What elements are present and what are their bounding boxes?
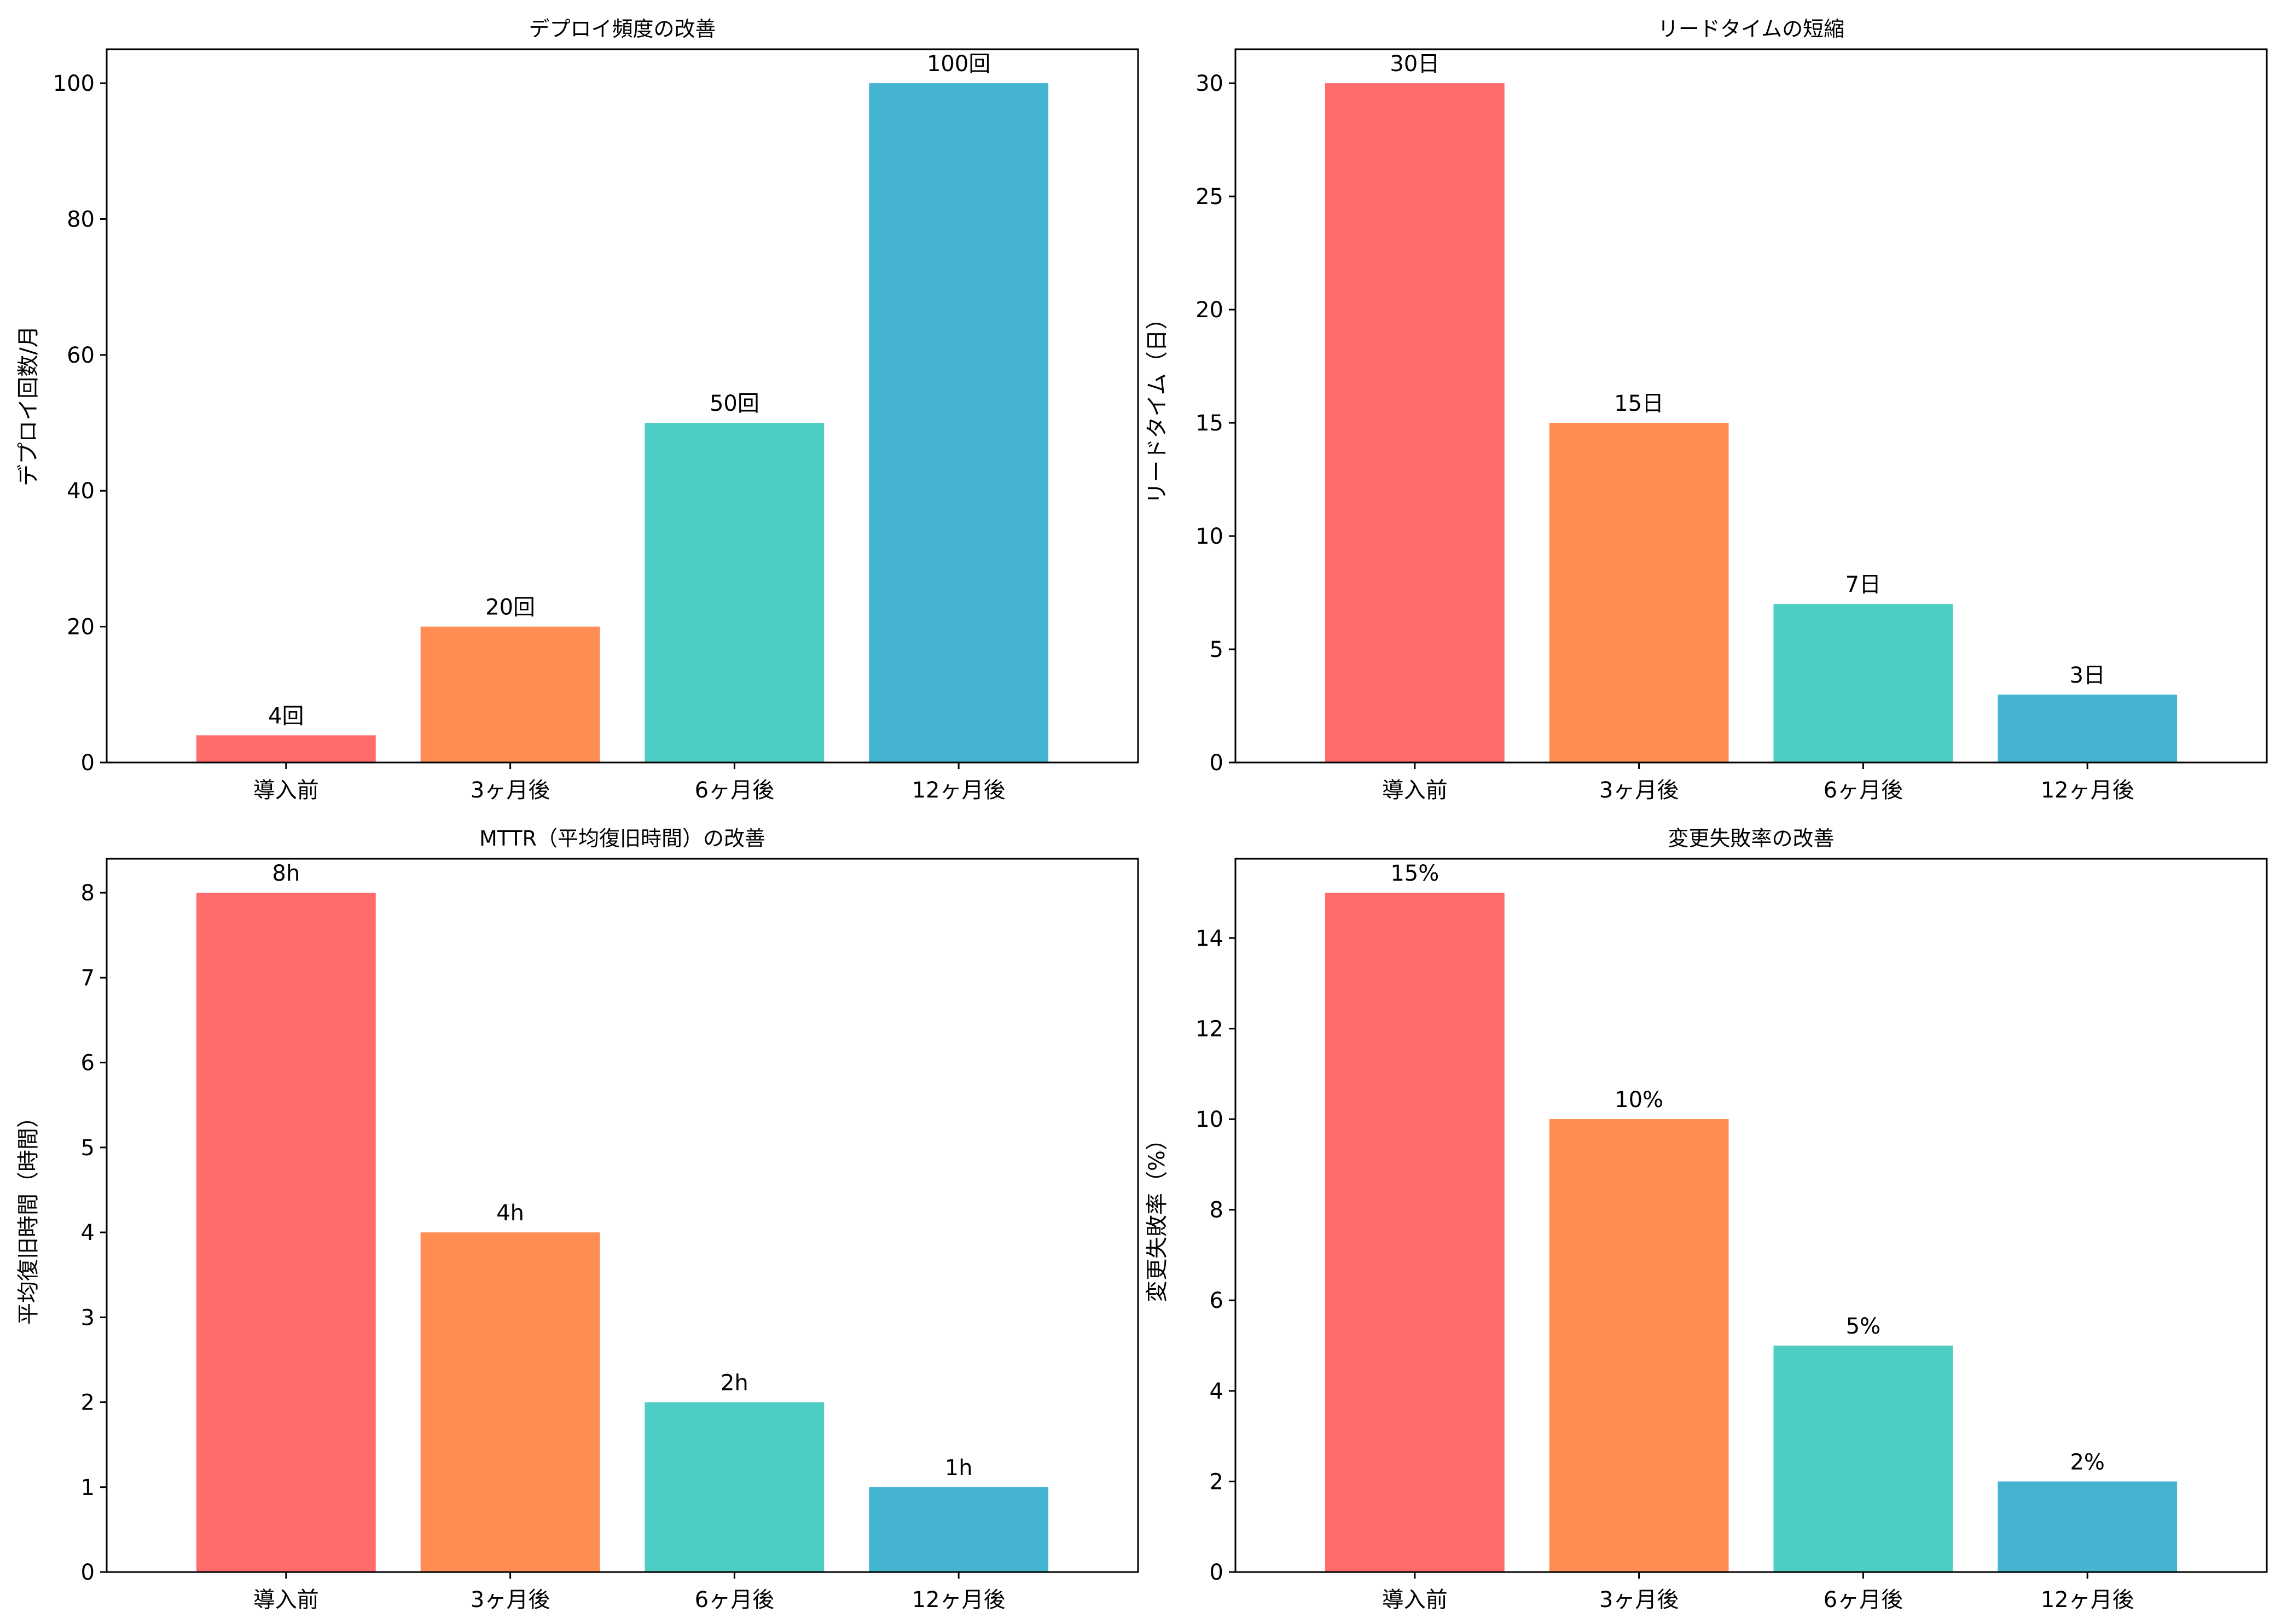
bar-0-1 — [420, 626, 600, 762]
data-label-3-0: 15% — [1390, 861, 1439, 886]
y-axis-label-2: 平均復旧時間（時間） — [16, 1106, 41, 1325]
bar-3-0 — [1325, 893, 1505, 1572]
chart-title-0: デプロイ頻度の改善 — [529, 17, 716, 41]
x-tick-label-1-3: 12ヶ月後 — [2041, 778, 2134, 803]
axes-frame-1 — [1234, 48, 2268, 764]
y-tick-label-1-2: 10 — [1195, 524, 1223, 549]
y-tick-label-1-4: 20 — [1195, 298, 1223, 323]
axes-frame-3 — [1234, 858, 2268, 1573]
data-label-0-0: 4回 — [268, 703, 304, 729]
y-tick-label-3-3: 6 — [1210, 1288, 1223, 1313]
axes-frame-0 — [106, 48, 1139, 764]
y-tick-label-1-5: 25 — [1195, 184, 1223, 209]
bar-2-2 — [645, 1402, 825, 1572]
data-label-0-1: 20回 — [485, 595, 535, 620]
chart-title-3: 変更失敗率の改善 — [1668, 826, 1834, 851]
bar-2-3 — [869, 1487, 1049, 1572]
x-tick-label-0-3: 12ヶ月後 — [912, 778, 1006, 803]
bar-3-1 — [1549, 1119, 1729, 1572]
bar-1-1 — [1549, 423, 1729, 762]
y-tick-label-3-4: 8 — [1210, 1198, 1223, 1223]
x-tick-label-2-2: 6ヶ月後 — [695, 1587, 774, 1613]
axes-frame-2 — [106, 858, 1139, 1573]
y-tick-label-1-6: 30 — [1195, 71, 1223, 96]
bar-2-0 — [196, 893, 376, 1572]
y-tick-label-3-2: 4 — [1210, 1379, 1223, 1404]
y-tick-label-2-2: 2 — [81, 1390, 95, 1416]
y-tick-label-0-1: 20 — [67, 615, 95, 640]
bar-0-3 — [869, 83, 1049, 763]
y-tick-label-0-2: 40 — [67, 479, 95, 504]
data-label-0-2: 50回 — [710, 391, 759, 416]
x-tick-label-0-2: 6ヶ月後 — [695, 778, 774, 803]
y-axis-label-0: デプロイ回数/月 — [16, 325, 41, 486]
data-label-1-0: 30日 — [1390, 51, 1440, 77]
data-label-0-3: 100回 — [927, 51, 990, 77]
y-tick-label-2-8: 8 — [81, 881, 95, 906]
x-tick-label-3-3: 12ヶ月後 — [2041, 1587, 2134, 1613]
x-tick-label-0-0: 導入前 — [253, 778, 319, 803]
y-axis-label-3: 変更失敗率（%） — [1145, 1128, 1170, 1302]
y-tick-label-1-0: 0 — [1210, 750, 1223, 776]
chart-title-1: リードタイムの短縮 — [1658, 17, 1844, 41]
data-label-2-2: 2h — [721, 1371, 748, 1396]
bar-1-2 — [1773, 604, 1953, 762]
y-tick-label-0-5: 100 — [53, 71, 95, 96]
y-tick-label-2-1: 1 — [81, 1475, 95, 1500]
y-tick-label-2-6: 6 — [81, 1051, 95, 1076]
bar-2-1 — [420, 1232, 600, 1572]
data-label-2-1: 4h — [496, 1201, 524, 1226]
y-tick-label-3-0: 0 — [1210, 1560, 1223, 1585]
x-tick-label-2-1: 3ヶ月後 — [471, 1587, 550, 1613]
bar-0-0 — [196, 735, 376, 762]
y-tick-label-3-6: 12 — [1195, 1016, 1223, 1041]
y-axis-label-1: リードタイム（日） — [1145, 307, 1170, 504]
y-tick-label-1-1: 5 — [1210, 637, 1223, 662]
data-label-3-3: 2% — [2070, 1450, 2104, 1475]
data-label-2-3: 1h — [945, 1456, 973, 1481]
chart-title-2: MTTR（平均復旧時間）の改善 — [479, 826, 765, 851]
y-tick-label-2-4: 4 — [81, 1220, 95, 1245]
x-tick-label-3-0: 導入前 — [1382, 1587, 1448, 1613]
x-tick-label-3-1: 3ヶ月後 — [1599, 1587, 1679, 1613]
x-tick-label-1-2: 6ヶ月後 — [1824, 778, 1903, 803]
y-tick-label-3-7: 14 — [1195, 926, 1223, 951]
y-tick-label-0-3: 60 — [67, 343, 95, 368]
y-tick-label-2-0: 0 — [81, 1560, 95, 1585]
bar-1-0 — [1325, 83, 1505, 763]
x-tick-label-3-2: 6ヶ月後 — [1824, 1587, 1903, 1613]
y-tick-label-2-7: 7 — [81, 965, 95, 991]
y-tick-label-2-3: 3 — [81, 1305, 95, 1330]
data-label-1-2: 7日 — [1845, 572, 1881, 597]
x-tick-label-2-0: 導入前 — [253, 1587, 319, 1613]
x-tick-label-1-1: 3ヶ月後 — [1599, 778, 1679, 803]
x-tick-label-2-3: 12ヶ月後 — [912, 1587, 1006, 1613]
y-tick-label-0-0: 0 — [81, 750, 95, 776]
bar-3-2 — [1773, 1346, 1953, 1572]
data-label-1-3: 3日 — [2069, 663, 2105, 688]
y-tick-label-3-5: 10 — [1195, 1107, 1223, 1132]
y-tick-label-0-4: 80 — [67, 207, 95, 232]
bar-0-2 — [645, 423, 825, 762]
bar-1-3 — [1998, 694, 2178, 762]
data-label-3-2: 5% — [1846, 1314, 1880, 1339]
y-tick-label-2-5: 5 — [81, 1136, 95, 1161]
y-tick-label-3-1: 2 — [1210, 1469, 1223, 1494]
data-label-3-1: 10% — [1615, 1087, 1663, 1113]
x-tick-label-0-1: 3ヶ月後 — [471, 778, 550, 803]
x-tick-label-1-0: 導入前 — [1382, 778, 1448, 803]
bar-3-3 — [1998, 1481, 2178, 1572]
y-tick-label-1-3: 15 — [1195, 411, 1223, 436]
data-label-2-0: 8h — [272, 861, 300, 886]
data-label-1-1: 15日 — [1614, 391, 1664, 416]
